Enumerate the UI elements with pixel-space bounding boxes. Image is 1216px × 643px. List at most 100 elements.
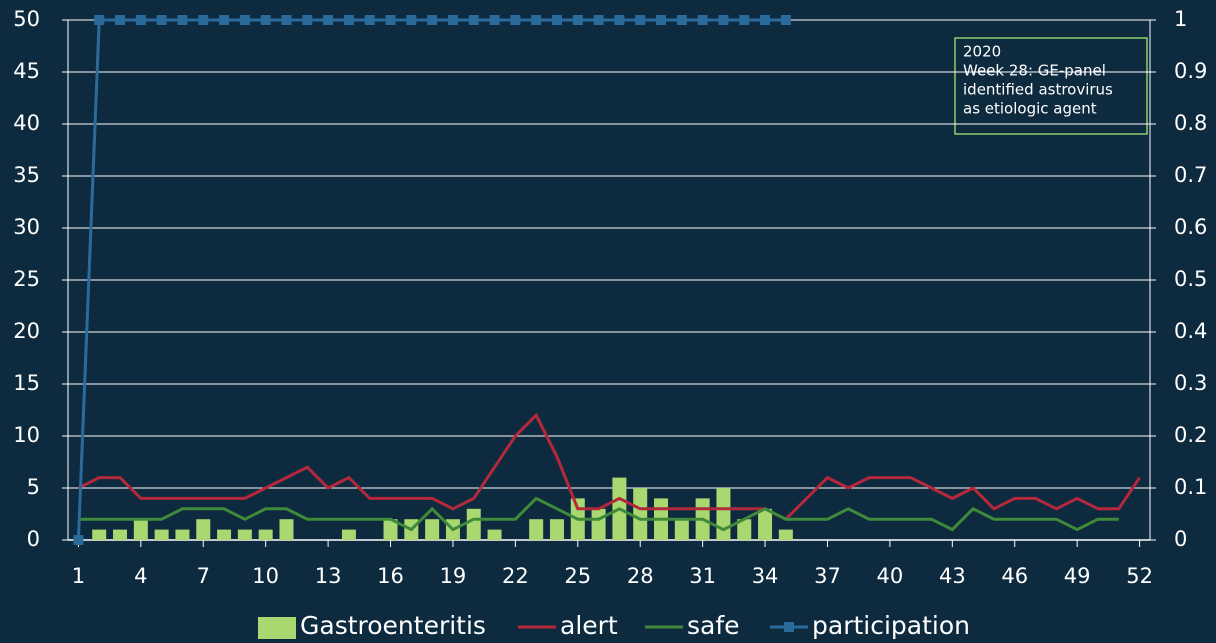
bar [196,519,211,540]
marker [198,15,209,25]
x-tick-label: 37 [814,564,841,588]
legend-label: safe [687,611,740,640]
y-tick-label: 25 [13,267,40,291]
bar [549,519,564,540]
y-tick-label: 30 [13,215,40,239]
marker [427,15,438,25]
marker [635,15,646,25]
bar [133,519,148,540]
marker [468,15,479,25]
y-tick-label: 10 [13,423,40,447]
marker [94,15,105,25]
bar [737,519,752,540]
marker [614,15,625,25]
bar [383,519,398,540]
y-tick-label: 35 [13,163,40,187]
x-tick-label: 25 [564,564,591,588]
annotation-line: 2020 [963,43,1001,61]
bar [279,519,294,540]
x-tick-label: 43 [939,564,966,588]
bar [758,508,773,540]
marker [364,15,375,25]
y2-tick-label: 0.6 [1174,215,1207,239]
marker [676,15,687,25]
marker [302,15,313,25]
x-tick-label: 52 [1126,564,1153,588]
x-tick-label: 22 [502,564,529,588]
x-tick-label: 31 [689,564,716,588]
annotation-box [954,37,1148,135]
bar [175,529,190,540]
marker [343,15,354,25]
y2-tick-label: 0 [1174,527,1187,551]
y2-tick-label: 0.3 [1174,371,1207,395]
marker [260,15,271,25]
legend-swatch [258,617,296,639]
marker [551,15,562,25]
marker [115,15,126,25]
x-tick-label: 34 [752,564,779,588]
marker [135,15,146,25]
y2-tick-label: 0.7 [1174,163,1207,187]
annotation-line: identified astrovirus [963,81,1113,99]
y2-tick-label: 0.8 [1174,111,1207,135]
y2-tick-label: 0.9 [1174,59,1207,83]
bar [341,529,356,540]
bar [92,529,107,540]
x-tick-label: 7 [197,564,210,588]
x-tick-label: 10 [252,564,279,588]
marker [73,535,84,545]
bar [237,529,252,540]
y2-tick-label: 0.5 [1174,267,1207,291]
y-tick-label: 15 [13,371,40,395]
y2-tick-label: 0.4 [1174,319,1207,343]
bar [154,529,169,540]
y-tick-label: 40 [13,111,40,135]
marker [593,15,604,25]
bar [716,488,731,540]
bar [258,529,273,540]
y-tick-label: 50 [13,7,40,31]
marker [739,15,750,25]
marker [281,15,292,25]
marker [510,15,521,25]
marker [489,15,500,25]
y2-tick-label: 0.2 [1174,423,1207,447]
marker [572,15,583,25]
marker [718,15,729,25]
marker [156,15,167,25]
x-tick-label: 40 [877,564,904,588]
x-tick-label: 1 [72,564,85,588]
y-tick-label: 5 [27,475,40,499]
bar [529,519,544,540]
annotation-line: as etiologic agent [963,100,1097,118]
marker [406,15,417,25]
y2-tick-label: 0.1 [1174,475,1207,499]
bar [113,529,128,540]
bar [217,529,232,540]
x-tick-label: 28 [627,564,654,588]
bar [425,519,440,540]
y-tick-label: 20 [13,319,40,343]
x-tick-label: 13 [315,564,342,588]
line-series [77,412,1141,522]
marker [760,15,771,25]
marker [323,15,334,25]
line-series [78,496,1119,532]
x-tick-label: 16 [377,564,404,588]
legend-label: alert [560,611,618,640]
bar [674,519,689,540]
y2-tick-label: 1 [1174,7,1187,31]
marker [239,15,250,25]
legend-label: participation [812,611,970,640]
marker [531,15,542,25]
x-tick-label: 46 [1001,564,1028,588]
y-tick-label: 45 [13,59,40,83]
marker [656,15,667,25]
marker [385,15,396,25]
bar [778,529,793,540]
marker [780,15,791,25]
x-tick-label: 19 [440,564,467,588]
marker [219,15,230,25]
